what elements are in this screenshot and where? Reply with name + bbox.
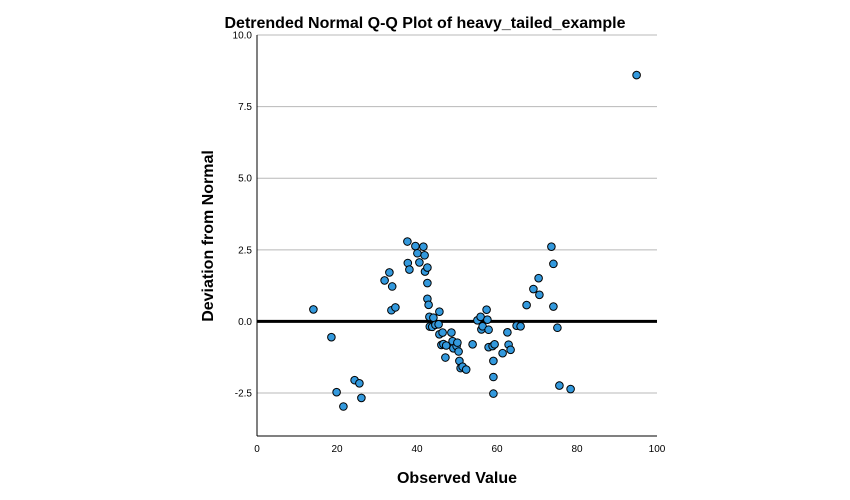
data-point <box>429 313 438 323</box>
x-axis-label: Observed Value <box>397 470 517 487</box>
data-point <box>453 338 462 347</box>
data-point <box>411 241 420 251</box>
x-tick-label: 0 <box>254 444 260 455</box>
x-tick-label: 60 <box>491 444 503 455</box>
data-point <box>503 328 512 337</box>
data-point <box>441 341 451 350</box>
data-point <box>355 378 364 388</box>
data-point <box>438 328 447 337</box>
data-point <box>434 319 443 329</box>
data-point <box>424 300 433 310</box>
data-point <box>454 347 463 356</box>
data-point <box>423 263 432 272</box>
data-point <box>566 384 575 394</box>
data-point <box>506 345 515 355</box>
data-point <box>413 248 422 258</box>
axes <box>256 35 657 437</box>
data-point <box>447 328 456 337</box>
data-point <box>380 276 389 285</box>
x-tick-label: 80 <box>571 444 583 455</box>
y-tick-label: 10.0 <box>233 31 253 42</box>
data-point <box>516 321 525 331</box>
data-point <box>405 265 414 274</box>
tick-labels: -2.5 0.0 2.5 5.0 7.5 10.0 0 20 40 60 80 100 <box>233 31 666 456</box>
chart-title: Detrended Normal Q-Q Plot of heavy_taile… <box>224 15 625 32</box>
y-tick-label: 2.5 <box>238 245 252 256</box>
data-point <box>498 348 507 358</box>
data-point <box>484 325 493 335</box>
data-point <box>555 381 564 390</box>
data-point <box>420 250 429 260</box>
data-point <box>309 305 318 314</box>
data-point <box>490 340 499 349</box>
x-tick-label: 40 <box>411 444 423 455</box>
data-point <box>435 307 444 316</box>
grid-lines <box>257 34 657 394</box>
data-point <box>529 284 538 294</box>
data-point <box>461 365 471 374</box>
y-tick-label: 5.0 <box>238 174 252 185</box>
data-point <box>339 402 348 411</box>
data-point <box>357 393 366 403</box>
data-point <box>553 323 562 333</box>
data-point <box>632 70 641 80</box>
data-point <box>415 258 424 267</box>
y-tick-label: 7.5 <box>238 102 252 113</box>
data-point <box>547 242 556 251</box>
data-point <box>387 282 397 291</box>
data-point <box>391 303 400 312</box>
y-axis-label: Deviation from Normal <box>200 150 217 322</box>
data-point <box>535 290 544 300</box>
data-point <box>419 242 428 251</box>
data-point <box>403 237 412 246</box>
data-points <box>309 70 641 411</box>
x-tick-label: 100 <box>649 444 666 455</box>
data-point <box>522 300 531 310</box>
data-point <box>441 353 450 362</box>
data-point <box>483 315 492 325</box>
data-point <box>489 372 498 382</box>
data-point <box>549 302 558 311</box>
y-tick-label: -2.5 <box>235 389 253 400</box>
y-tick-label: 0.0 <box>238 317 252 328</box>
x-tick-label: 20 <box>331 444 343 455</box>
data-point <box>534 273 543 283</box>
data-point <box>489 356 498 366</box>
data-point <box>332 387 341 397</box>
data-point <box>468 340 477 349</box>
data-point <box>489 389 498 398</box>
data-point <box>423 278 432 288</box>
data-point <box>327 332 336 342</box>
data-point <box>482 305 491 314</box>
data-point <box>549 259 558 269</box>
data-point <box>385 268 394 277</box>
